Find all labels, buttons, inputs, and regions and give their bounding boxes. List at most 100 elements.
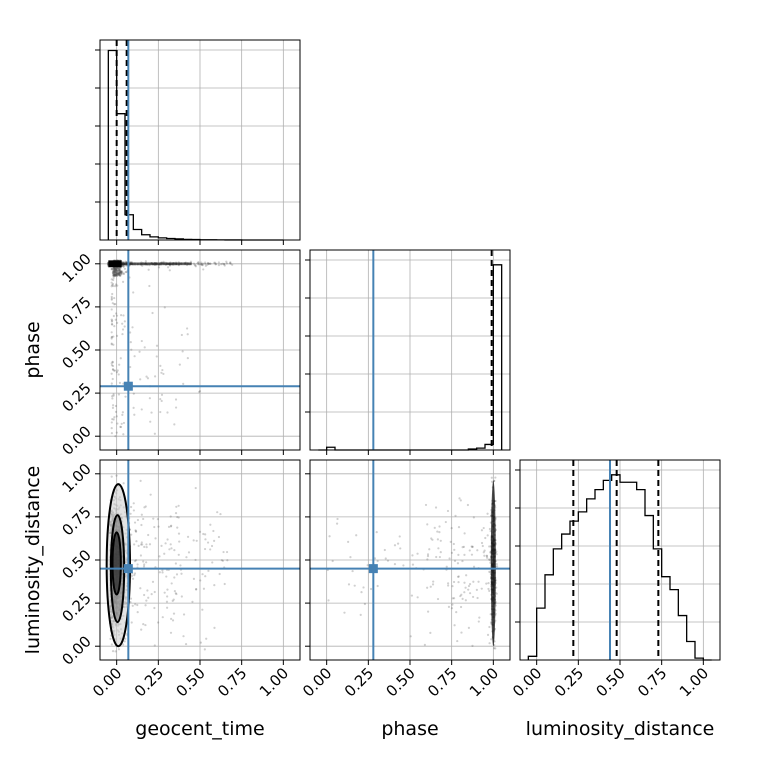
scatter-lumdist-phase-xtick-label-2: 0.50 <box>382 664 418 700</box>
scatter-lumdist-geocent-truth-marker <box>123 564 133 574</box>
scatter-lumdist-phase-point-509 <box>468 583 472 586</box>
scatter-lumdist-phase-point-449 <box>396 542 400 545</box>
scatter-lumdist-geocent-point-908 <box>177 553 180 556</box>
scatter-lumdist-geocent-point-978 <box>174 512 178 515</box>
scatter-lumdist-geocent-point-907 <box>167 525 171 528</box>
scatter-lumdist-geocent-ytick-label-4: 1.00 <box>58 460 94 496</box>
scatter-phase-geocent-point-433 <box>116 272 119 275</box>
scatter-lumdist-geocent-xtick-label-1: 0.25 <box>131 664 167 700</box>
scatter-phase-geocent-point-204 <box>217 261 220 264</box>
scatter-phase-geocent-point-533 <box>115 371 119 374</box>
scatter-phase-geocent-point-677 <box>113 369 117 372</box>
scatter-lumdist-phase-point-521 <box>488 527 492 531</box>
scatter-lumdist-phase-point-498 <box>362 586 365 589</box>
scatter-lumdist-phase-point-539 <box>453 624 456 627</box>
scatter-lumdist-geocent-point-961 <box>134 530 138 533</box>
scatter-lumdist-geocent-point-719 <box>170 524 173 527</box>
scatter-phase-geocent-point-546 <box>202 268 205 271</box>
scatter-phase-geocent-point-421 <box>116 274 119 277</box>
scatter-lumdist-phase-point-492 <box>478 616 481 619</box>
scatter-phase-geocent-point-276 <box>114 270 117 273</box>
scatter-phase-geocent-point-167 <box>225 262 228 265</box>
scatter-lumdist-geocent-point-789 <box>203 648 206 651</box>
scatter-lumdist-phase-point-378 <box>335 522 339 525</box>
scatter-phase-geocent-point-34 <box>201 262 205 265</box>
scatter-phase-geocent-point-181 <box>207 262 210 265</box>
scatter-lumdist-phase-point-377 <box>464 586 467 589</box>
scatter-phase-geocent-border <box>99 249 301 451</box>
scatter-phase-geocent-point-491 <box>118 271 122 274</box>
scatter-lumdist-geocent-point-999 <box>199 641 202 644</box>
scatter-phase-geocent-point-673 <box>111 323 114 326</box>
scatter-lumdist-phase-point-511 <box>486 512 489 515</box>
scatter-phase-geocent-point-658 <box>114 285 117 288</box>
scatter-lumdist-geocent-point-964 <box>130 621 133 624</box>
scatter-lumdist-geocent-point-842 <box>142 623 145 626</box>
scatter-lumdist-geocent-point-504 <box>131 577 135 580</box>
scatter-lumdist-geocent-point-834 <box>194 588 198 591</box>
scatter-phase-geocent-point-376 <box>115 270 118 273</box>
scatter-lumdist-phase-point-531 <box>470 545 473 548</box>
scatter-lumdist-phase-point-442 <box>481 544 484 548</box>
scatter-phase-geocent-point-618 <box>114 435 117 438</box>
scatter-lumdist-geocent-xtick-label-3: 0.75 <box>214 664 250 700</box>
scatter-lumdist-phase-point-384 <box>472 565 476 568</box>
scatter-lumdist-phase-point-407 <box>347 583 351 586</box>
scatter-phase-geocent-point-274 <box>114 267 117 270</box>
scatter-phase-geocent-point-344 <box>119 274 122 277</box>
scatter-lumdist-geocent-point-718 <box>153 606 156 610</box>
scatter-phase-geocent-point-634 <box>155 355 158 358</box>
scatter-phase-geocent-group: 0.00 0.25 0.50 0.75 1.00 <box>58 249 301 459</box>
hist-luminosity_distance-xtick-label-3: 0.75 <box>634 664 670 700</box>
scatter-phase-geocent-point-405 <box>112 274 115 277</box>
scatter-lumdist-phase-point-318 <box>494 647 497 650</box>
scatter-lumdist-geocent-point-955 <box>217 535 221 539</box>
scatter-lumdist-geocent-xtick-label-0: 0.00 <box>89 664 125 700</box>
scatter-lumdist-geocent-point-167 <box>133 574 136 577</box>
hist-phase-group <box>305 249 511 455</box>
scatter-phase-geocent-point-606 <box>132 406 135 409</box>
scatter-lumdist-phase-point-433 <box>463 553 466 556</box>
scatter-lumdist-phase-point-452 <box>430 537 433 540</box>
scatter-phase-geocent-point-481 <box>121 270 124 273</box>
scatter-phase-geocent-point-197 <box>197 263 200 266</box>
scatter-lumdist-phase-point-475 <box>328 535 331 538</box>
scatter-phase-geocent-point-652 <box>111 397 114 400</box>
scatter-lumdist-geocent-point-766 <box>185 556 188 559</box>
scatter-phase-geocent-ytick-label-4: 1.00 <box>58 250 94 286</box>
scatter-phase-geocent-point-669 <box>138 350 141 353</box>
scatter-phase-geocent-point-664 <box>186 357 189 360</box>
scatter-phase-geocent-point-526 <box>114 410 118 413</box>
scatter-lumdist-geocent-point-844 <box>166 606 169 609</box>
scatter-lumdist-geocent-point-754 <box>137 544 140 548</box>
scatter-lumdist-phase-point-394 <box>444 520 447 524</box>
scatter-phase-geocent-point-670 <box>113 303 116 306</box>
scatter-phase-geocent-point-645 <box>111 360 114 363</box>
scatter-lumdist-geocent-point-832 <box>142 517 145 521</box>
scatter-lumdist-phase-point-413 <box>393 544 397 547</box>
scatter-phase-geocent-point-661 <box>110 268 113 271</box>
scatter-lumdist-phase-point-456 <box>431 583 435 586</box>
scatter-lumdist-phase-point-427 <box>455 611 458 614</box>
scatter-phase-geocent-point-501 <box>116 269 120 272</box>
scatter-lumdist-geocent-point-715 <box>168 548 171 551</box>
scatter-lumdist-phase-point-405 <box>467 588 470 591</box>
scatter-lumdist-geocent-point-864 <box>140 628 143 631</box>
scatter-lumdist-phase-point-486 <box>480 529 484 532</box>
scatter-lumdist-phase-point-385 <box>353 584 356 587</box>
scatter-phase-geocent-point-542 <box>115 334 119 338</box>
scatter-lumdist-phase-point-497 <box>409 635 412 638</box>
scatter-lumdist-geocent-point-794 <box>166 595 169 598</box>
scatter-phase-geocent-point-395 <box>113 274 117 277</box>
scatter-lumdist-phase-point-447 <box>485 554 488 557</box>
scatter-phase-geocent-point-577 <box>112 394 115 397</box>
scatter-lumdist-geocent-point-888 <box>173 576 176 579</box>
hist-geocent_time-histogram <box>107 49 284 241</box>
scatter-phase-geocent-point-539 <box>120 273 123 276</box>
scatter-phase-geocent-ytick-label-2: 0.50 <box>58 336 94 372</box>
scatter-phase-geocent-point-573 <box>129 331 132 334</box>
scatter-lumdist-phase-point-463 <box>460 593 463 596</box>
scatter-phase-geocent-point-559 <box>182 382 185 385</box>
scatter-lumdist-geocent-point-756 <box>134 529 137 532</box>
